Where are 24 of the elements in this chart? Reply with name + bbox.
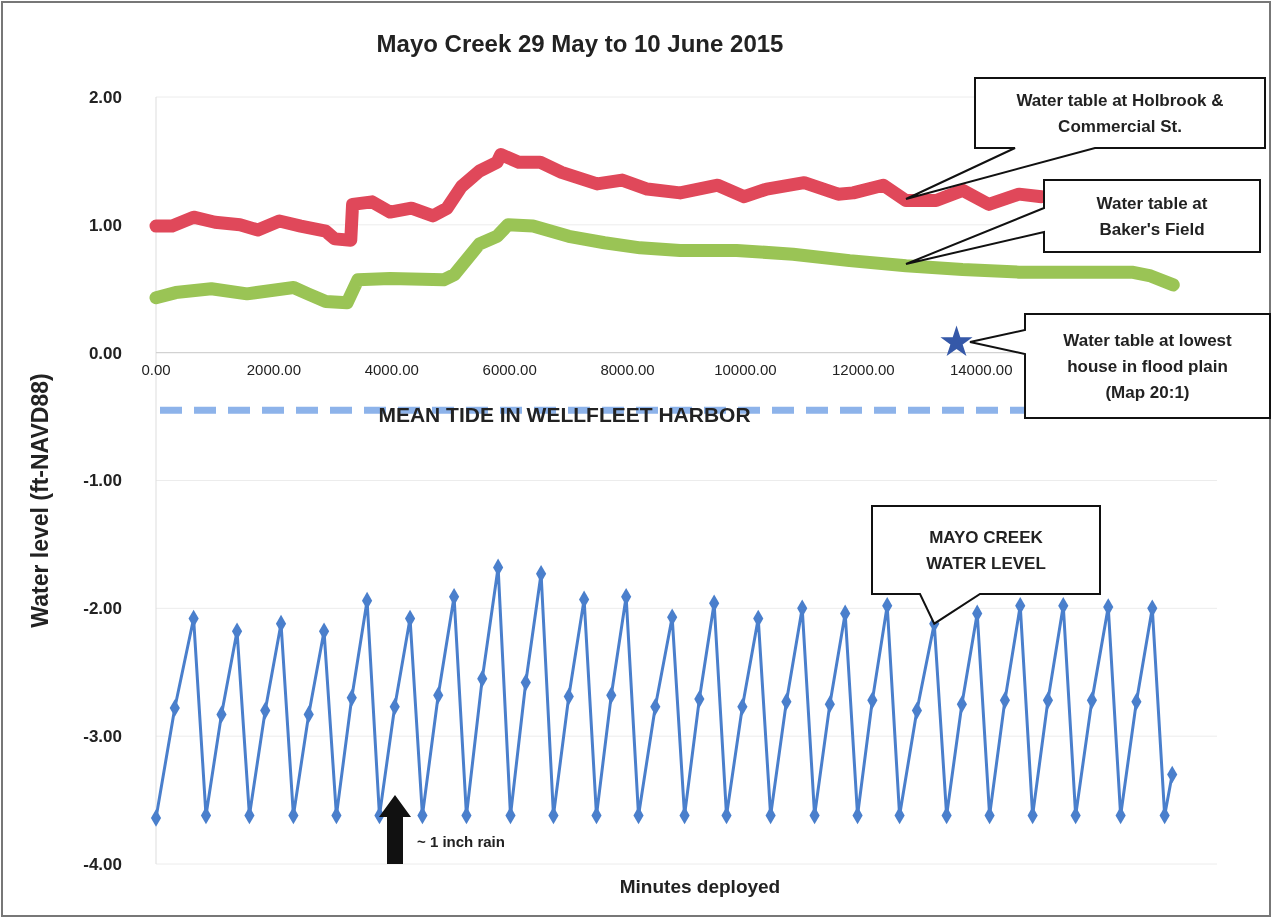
y-tick-label: 0.00: [88, 343, 122, 363]
x-tick-label: 12000.00: [832, 360, 895, 378]
ref-line-label: MEAN TIDE IN WELLFLEET HARBOR: [378, 403, 751, 427]
x-axis-title: Minutes deployed: [619, 876, 781, 897]
annotation: ~ 1 inch rain: [417, 833, 505, 850]
chart-title: Mayo Creek 29 May to 10 June 2015: [376, 30, 784, 57]
x-tick-label: 10000.00: [714, 360, 777, 378]
x-tick-label: 14000.00: [949, 360, 1013, 378]
y-tick-label: -4.00: [83, 854, 122, 874]
annotation: Water table at Holbrook & Commercial St.: [1016, 91, 1224, 136]
y-tick-label: -3.00: [83, 727, 122, 747]
y-tick-label: -1.00: [83, 471, 122, 491]
y-tick-label: 2.00: [88, 87, 122, 107]
y-tick-label: 1.00: [88, 215, 122, 235]
x-tick-label: 0.00: [141, 360, 171, 378]
x-tick-label: 6000.00: [482, 360, 537, 378]
y-axis-title: Water level (ft-NAVD88): [27, 373, 53, 628]
x-tick-label: 8000.00: [600, 360, 655, 378]
x-tick-label: 2000.00: [246, 360, 302, 378]
annotation: Water table at Baker's Field: [1096, 194, 1208, 239]
annotation: MAYO CREEK WATER LEVEL: [926, 528, 1046, 573]
y-tick-label: -2.00: [83, 599, 122, 619]
x-tick-label: 4000.00: [364, 360, 419, 378]
annotation: Water table at lowest house in flood plain (Map 20:1): [1063, 331, 1233, 402]
